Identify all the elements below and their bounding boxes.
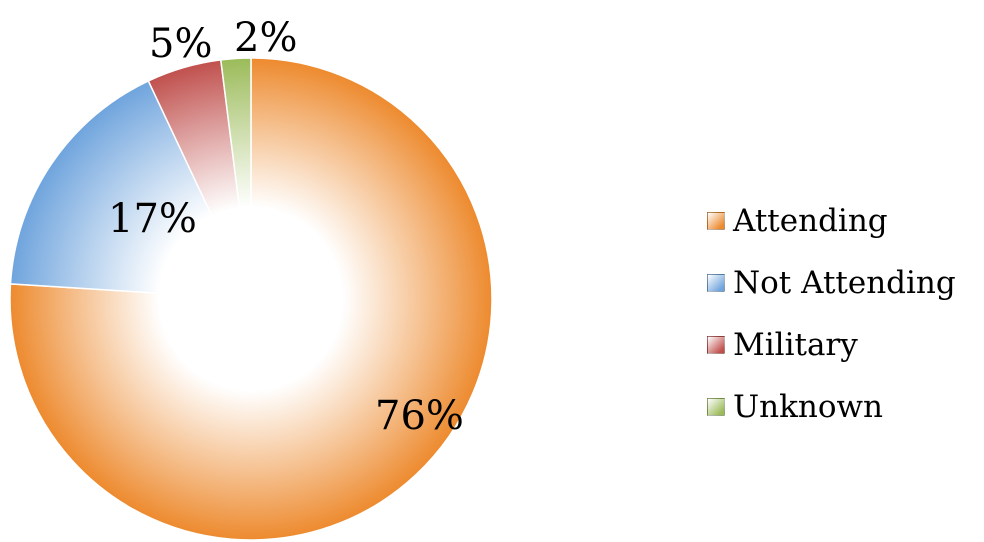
legend-label-attending: Attending [733, 203, 888, 239]
data-label-unknown: 2% [234, 15, 297, 61]
legend-swatch-attending [707, 212, 725, 230]
pie-slices [9, 57, 493, 541]
legend-item-military: Military [707, 314, 956, 376]
legend-item-unknown: Unknown [707, 376, 956, 438]
legend-item-attending: Attending [707, 190, 956, 252]
legend: Attending Not Attending Military Unknown [707, 190, 956, 438]
legend-label-unknown: Unknown [733, 389, 884, 425]
legend-swatch-military [707, 336, 725, 354]
pie-slice-unknown [219, 57, 252, 300]
data-label-military: 5% [149, 21, 212, 67]
pie-slice-not-attending [9, 79, 253, 300]
legend-label-not-attending: Not Attending [733, 265, 956, 301]
legend-item-not-attending: Not Attending [707, 252, 956, 314]
legend-swatch-unknown [707, 398, 725, 416]
data-label-attending: 76% [375, 393, 464, 439]
legend-swatch-not-attending [707, 274, 725, 292]
pie-slice-attending [9, 57, 493, 541]
data-label-not-attending: 17% [108, 196, 197, 242]
pie-data-labels: 76% 17% 5% 2% [108, 15, 464, 439]
legend-label-military: Military [733, 327, 858, 363]
